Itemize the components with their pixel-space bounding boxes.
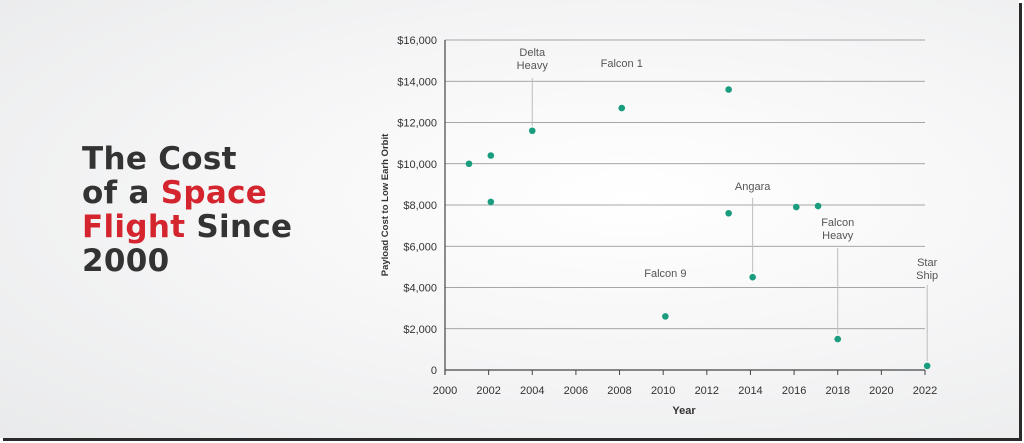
- annotation-label: Heavy: [517, 60, 549, 72]
- y-tick-label: $12,000: [397, 118, 437, 130]
- x-tick-label: 2004: [520, 385, 544, 397]
- y-tick-label: $10,000: [397, 159, 437, 171]
- data-point: [487, 198, 495, 206]
- x-tick-label: 2008: [607, 385, 631, 397]
- page-title: The Cost of a Space Flight Since 2000: [82, 142, 292, 278]
- data-point: [528, 127, 536, 135]
- y-tick-label: $6,000: [403, 241, 437, 253]
- data-point: [725, 209, 732, 217]
- annotation-label: Ship: [916, 270, 938, 282]
- data-point: [487, 152, 495, 159]
- x-tick-label: 2016: [782, 385, 806, 397]
- title-line-4: 2000: [82, 243, 170, 279]
- x-tick-label: 2010: [651, 385, 675, 397]
- y-tick-label: $4,000: [403, 283, 437, 295]
- annotation-label: Delta: [519, 47, 546, 59]
- x-tick-label: 2006: [564, 385, 588, 397]
- y-tick-label: 0: [431, 365, 437, 377]
- data-point: [725, 86, 732, 93]
- title-accent-space: Space: [160, 175, 268, 211]
- x-tick-label: 2014: [738, 385, 762, 397]
- title-line-2: of a Space: [82, 176, 292, 210]
- title-line-2-text: of a: [82, 175, 161, 211]
- annotation-label: Falcon 9: [644, 268, 686, 280]
- data-point: [749, 273, 756, 281]
- data-point: [618, 104, 626, 112]
- y-tick-label: $8,000: [403, 200, 437, 212]
- x-tick-label: 2020: [869, 385, 893, 397]
- x-tick-label: 2022: [913, 385, 937, 397]
- annotation-label: Heavy: [822, 230, 854, 242]
- data-point: [814, 202, 822, 210]
- x-tick-label: 2012: [695, 385, 719, 397]
- title-line-3: Flight Since: [82, 210, 292, 244]
- y-tick-label: $16,000: [397, 35, 437, 47]
- x-tick-label: 2000: [433, 385, 457, 397]
- x-axis-title: Year: [672, 405, 696, 417]
- data-point: [834, 335, 842, 343]
- title-accent-flight: Flight: [82, 209, 186, 245]
- x-tick-label: 2002: [476, 385, 500, 397]
- data-point: [465, 160, 473, 168]
- y-axis-title: Payload Cost to Low Earh Orbit: [380, 133, 391, 276]
- annotation-label: Falcon: [821, 217, 854, 229]
- annotation-label: Angara: [735, 181, 771, 193]
- title-line-1: The Cost: [82, 141, 237, 177]
- annotation-label: Falcon 1: [601, 58, 643, 70]
- data-point: [792, 203, 800, 211]
- annotation-label: Star: [917, 257, 938, 269]
- data-point: [662, 313, 669, 320]
- title-line-3-text: Since: [185, 209, 293, 245]
- data-point: [923, 362, 931, 370]
- x-tick-label: 2018: [825, 385, 849, 397]
- y-tick-label: $14,000: [397, 76, 437, 88]
- y-tick-label: $2,000: [403, 324, 437, 336]
